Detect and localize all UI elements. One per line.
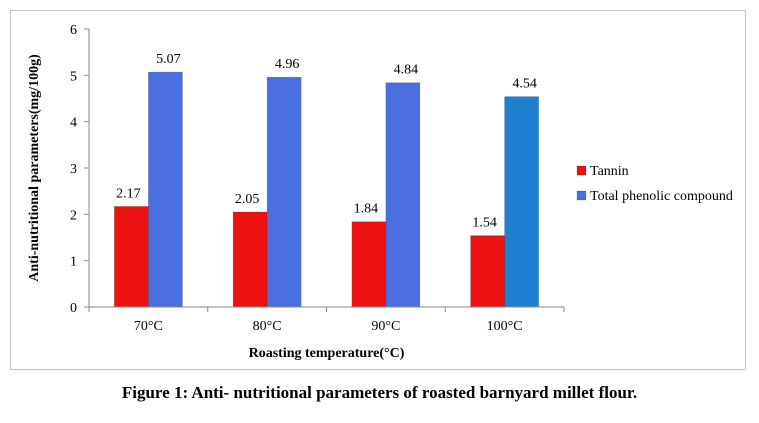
y-tick-label: 6 <box>70 23 77 38</box>
data-label: 4.84 <box>394 63 419 78</box>
data-label: 1.54 <box>472 216 497 231</box>
tannin-bar <box>114 206 149 308</box>
data-label: 2.17 <box>116 186 141 201</box>
x-tick-label: 90°C <box>371 319 400 334</box>
phenolic-bar <box>504 96 539 308</box>
y-tick-label: 2 <box>70 208 77 223</box>
x-tick-label: 80°C <box>253 319 282 334</box>
data-label: 1.84 <box>354 202 379 217</box>
phenolic-bar <box>385 82 421 308</box>
tannin-bar <box>351 221 387 308</box>
tannin-bar <box>470 235 505 308</box>
legend-swatch <box>576 190 587 201</box>
x-tick-label: 100°C <box>487 319 523 334</box>
x-axis-ticks: 70°C 80°C 90°C 100°C <box>88 307 565 334</box>
legend-label: Tannin <box>590 164 629 179</box>
legend-label: Total phenolic compound <box>590 189 733 204</box>
phenolic-bar <box>148 71 183 308</box>
bar-chart: 0 1 2 3 4 5 6 2.17 5.07 2.05 4.96 1.84 4.84 1.54 4.54… <box>27 23 733 361</box>
data-label: 2.05 <box>235 192 260 207</box>
y-tick-label: 4 <box>70 116 77 131</box>
legend: Tannin Total phenolic compound <box>576 164 733 204</box>
data-label: 4.54 <box>512 77 537 92</box>
y-axis-ticks: 0 1 2 3 4 5 6 <box>70 23 89 316</box>
y-axis-title: Anti-nutritional parameters(mg/100g) <box>27 54 42 282</box>
y-tick-label: 5 <box>70 69 77 84</box>
y-tick-label: 0 <box>70 301 77 316</box>
chart-area: 0 1 2 3 4 5 6 2.17 5.07 2.05 4.96 1.84 4.84 1.54 4.54… <box>10 10 746 370</box>
y-tick-label: 1 <box>70 255 77 270</box>
data-label: 5.07 <box>156 52 181 67</box>
phenolic-bar <box>266 76 302 308</box>
x-tick-label: 70°C <box>134 319 163 334</box>
figure-caption: Figure 1: Anti- nutritional parameters o… <box>121 383 638 402</box>
data-label: 4.96 <box>275 57 300 72</box>
tannin-bar <box>232 211 268 308</box>
x-axis-title: Roasting temperature(°C) <box>249 346 405 361</box>
bars <box>114 71 539 308</box>
data-labels: 2.17 5.07 2.05 4.96 1.84 4.84 1.54 4.54 <box>116 52 537 231</box>
y-tick-label: 3 <box>70 162 77 177</box>
legend-swatch <box>576 165 587 176</box>
